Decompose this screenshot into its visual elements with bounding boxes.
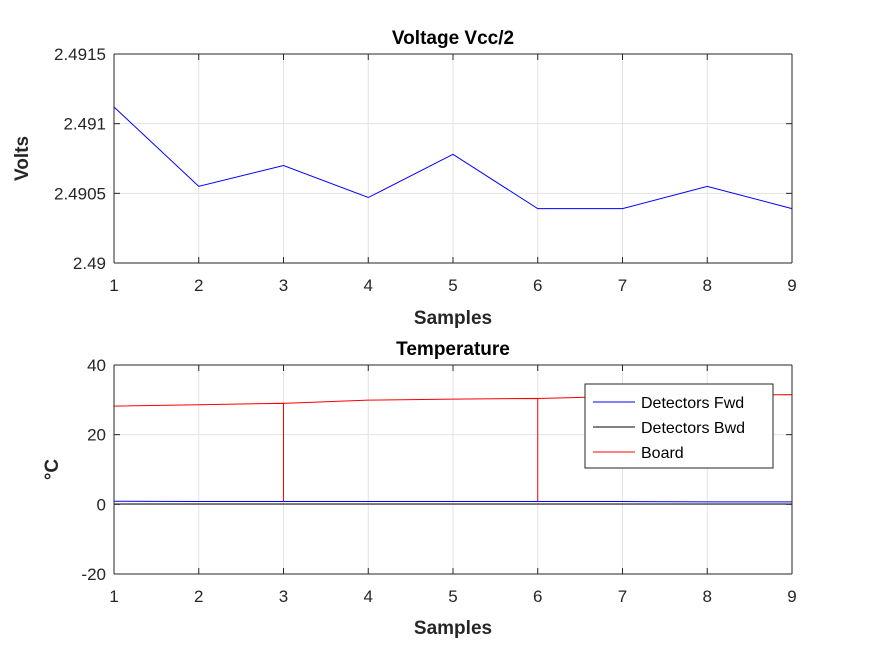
x-tick-label: 9 xyxy=(787,276,796,295)
y-tick-label: 2.4915 xyxy=(54,45,106,64)
y-tick-label: 0 xyxy=(97,495,106,514)
legend-entry: Board xyxy=(641,445,684,462)
legend: Detectors Fwd Detectors Bwd Board xyxy=(584,383,774,469)
chart-title: Voltage Vcc/2 xyxy=(392,28,514,49)
chart-1: 1 2 3 4 5 6 7 8 9 2.49 2.4905 2.491 2.4915 Voltage Vc… xyxy=(12,28,797,329)
x-tick-label: 4 xyxy=(364,587,373,606)
legend-entry: Detectors Fwd xyxy=(641,395,744,412)
legend-box xyxy=(584,383,774,469)
y-axis-label: Volts xyxy=(12,136,33,181)
x-tick-label: 9 xyxy=(787,587,796,606)
x-tick-label: 5 xyxy=(448,276,457,295)
y-tick-label: 2.491 xyxy=(63,115,106,134)
y-tick-label: 20 xyxy=(87,426,106,445)
y-tick-label: 2.49 xyxy=(73,254,106,273)
y-axis-label: °C xyxy=(42,459,63,481)
series-line-1 xyxy=(113,106,793,210)
x-tick-label: 5 xyxy=(448,587,457,606)
x-tick-label: 1 xyxy=(109,587,118,606)
chart-2: 1 2 3 4 5 6 7 8 9 -20 0 20 40 Temperature Samples °C Det… xyxy=(42,339,797,639)
x-tick-label: 4 xyxy=(364,276,373,295)
series-line-detectors-fwd xyxy=(113,500,792,503)
x-tick-label: 7 xyxy=(618,276,627,295)
x-tick-label: 3 xyxy=(279,276,288,295)
x-axis-label: Samples xyxy=(414,618,492,639)
y-tick-label: 2.4905 xyxy=(54,184,106,203)
chart-title: Temperature xyxy=(396,339,510,360)
x-tick-label: 8 xyxy=(703,276,712,295)
legend-entry: Detectors Bwd xyxy=(641,420,745,437)
y-tick-label: 40 xyxy=(87,356,106,375)
x-tick-label: 6 xyxy=(533,587,542,606)
x-tick-label: 2 xyxy=(194,587,203,606)
x-tick-label: 3 xyxy=(279,587,288,606)
x-tick-label: 1 xyxy=(109,276,118,295)
x-tick-label: 2 xyxy=(194,276,203,295)
x-tick-label: 8 xyxy=(703,587,712,606)
x-tick-label: 6 xyxy=(533,276,542,295)
y-tick-label: -20 xyxy=(81,565,106,584)
x-tick-label: 7 xyxy=(618,587,627,606)
x-axis-label: Samples xyxy=(414,308,492,329)
